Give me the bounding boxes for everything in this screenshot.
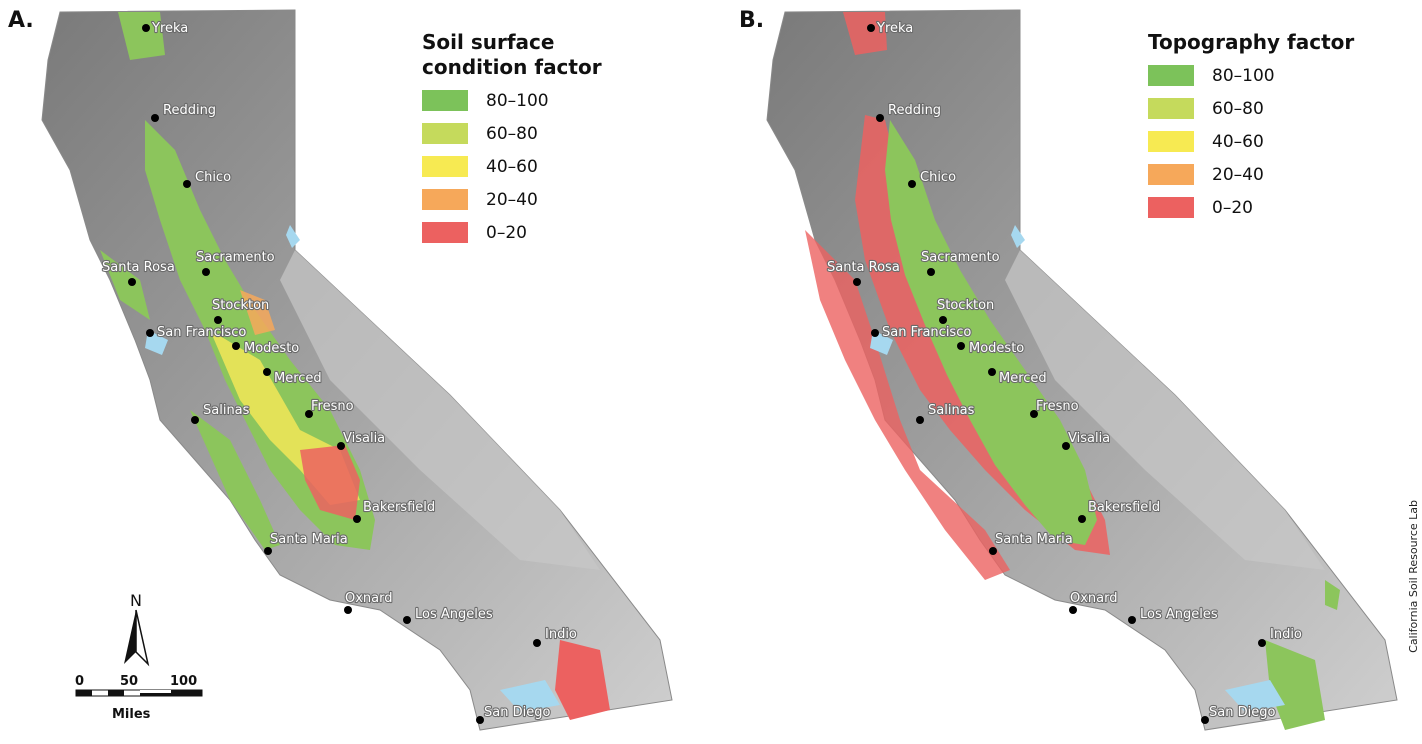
- city-label: Indio: [545, 627, 577, 642]
- city-label: Bakersfield: [363, 500, 435, 515]
- legend-label: 60–80: [486, 123, 538, 144]
- legend-swatch: [1148, 164, 1194, 185]
- city-label: Oxnard: [1070, 591, 1118, 606]
- north-label: N: [130, 591, 142, 610]
- legend-label: 0–20: [486, 222, 527, 243]
- legend-row: 40–60: [1148, 125, 1354, 158]
- city-label: Chico: [920, 170, 956, 185]
- legend-row: 80–100: [422, 84, 622, 117]
- scale-tick-label: 100: [170, 674, 197, 689]
- map-panel-a: Yreka Redding Chico Sacramento Santa Ros…: [0, 0, 700, 744]
- city-label: Santa Maria: [995, 532, 1073, 547]
- north-arrow-icon: N: [124, 591, 150, 667]
- legend-swatch: [422, 222, 468, 243]
- legend-label: 80–100: [486, 90, 549, 111]
- city-label: Sacramento: [921, 250, 1000, 265]
- legend-row: 40–60: [422, 150, 622, 183]
- city-label: San Francisco: [882, 325, 971, 340]
- city-label: San Diego: [1209, 705, 1275, 720]
- legend-label: 60–80: [1212, 98, 1264, 119]
- legend-row: 0–20: [422, 216, 622, 249]
- city-label: Los Angeles: [1140, 607, 1218, 622]
- city-markers: Yreka Redding Chico Sacramento Santa Ros…: [826, 20, 1303, 724]
- city-label: Santa Rosa: [827, 260, 900, 275]
- legend-title: Topography factor: [1148, 30, 1355, 54]
- legend-row: 60–80: [1148, 92, 1354, 125]
- city-label: Bakersfield: [1088, 500, 1160, 515]
- city-label: San Francisco: [157, 325, 246, 340]
- map-panel-b: Yreka Redding Chico Sacramento Santa Ros…: [725, 0, 1422, 744]
- legend-row: 20–40: [1148, 158, 1354, 191]
- legend-swatch: [422, 189, 468, 210]
- legend-label: 20–40: [486, 189, 538, 210]
- city-label: Oxnard: [345, 591, 393, 606]
- legend-swatch: [422, 123, 468, 144]
- legend-label: 0–20: [1212, 197, 1253, 218]
- city-label: Visalia: [343, 431, 385, 446]
- legend-swatch: [422, 156, 468, 177]
- city-label: Modesto: [969, 341, 1024, 356]
- map-credit: California Soil Resource Lab: [1407, 500, 1420, 653]
- city-label: Stockton: [212, 298, 269, 313]
- legend-label: 20–40: [1212, 164, 1264, 185]
- city-label: Los Angeles: [415, 607, 493, 622]
- legend-swatch: [1148, 65, 1194, 86]
- city-label: Sacramento: [196, 250, 275, 265]
- california-map-a: Yreka Redding Chico Sacramento Santa Ros…: [41, 9, 673, 731]
- panel-label: B.: [739, 8, 765, 33]
- city-label: Redding: [163, 103, 216, 118]
- city-label: Santa Rosa: [102, 260, 175, 275]
- legend-a: Soil surface condition factor 80–100 60–…: [422, 30, 622, 249]
- legend-label: 40–60: [486, 156, 538, 177]
- scale-unit-label: Miles: [112, 707, 151, 722]
- city-label: Salinas: [928, 403, 975, 418]
- scale-bar: 0 50 100 Miles: [75, 674, 203, 722]
- city-label: Visalia: [1068, 431, 1110, 446]
- city-label: Indio: [1270, 627, 1302, 642]
- panel-label: A.: [8, 8, 34, 33]
- city-label: Redding: [888, 103, 941, 118]
- city-label: Yreka: [151, 21, 188, 36]
- legend-swatch: [1148, 131, 1194, 152]
- city-label: San Diego: [484, 705, 550, 720]
- legend-b: Topography factor 80–100 60–80 40–60 20–…: [1148, 30, 1354, 224]
- legend-title: Soil surface condition factor: [422, 30, 602, 79]
- legend-row: 60–80: [422, 117, 622, 150]
- city-label: Yreka: [876, 21, 913, 36]
- city-label: Stockton: [937, 298, 994, 313]
- city-markers: Yreka Redding Chico Sacramento Santa Ros…: [101, 20, 578, 724]
- city-label: Chico: [195, 170, 231, 185]
- legend-row: 20–40: [422, 183, 622, 216]
- legend-row: 80–100: [1148, 59, 1354, 92]
- city-label: Fresno: [311, 399, 354, 414]
- scale-tick-label: 50: [120, 674, 138, 689]
- legend-label: 40–60: [1212, 131, 1264, 152]
- legend-swatch: [1148, 197, 1194, 218]
- city-label: Merced: [274, 371, 322, 386]
- city-label: Merced: [999, 371, 1047, 386]
- city-label: Modesto: [244, 341, 299, 356]
- city-label: Salinas: [203, 403, 250, 418]
- legend-row: 0–20: [1148, 191, 1354, 224]
- legend-swatch: [422, 90, 468, 111]
- legend-swatch: [1148, 98, 1194, 119]
- california-map-b: Yreka Redding Chico Sacramento Santa Ros…: [766, 9, 1398, 731]
- city-label: Fresno: [1036, 399, 1079, 414]
- city-label: Santa Maria: [270, 532, 348, 547]
- central-valley-region: [885, 120, 1097, 545]
- legend-label: 80–100: [1212, 65, 1275, 86]
- scale-tick-label: 0: [75, 674, 84, 689]
